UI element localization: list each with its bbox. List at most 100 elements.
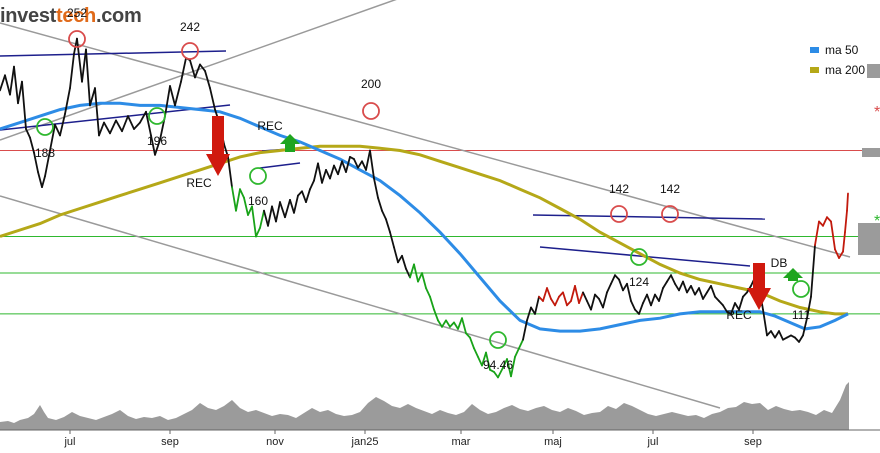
x-tick-label-1: sep	[161, 436, 179, 448]
price-segment	[710, 284, 716, 298]
price-label-9: 124	[629, 275, 649, 289]
price-segment	[301, 190, 307, 204]
chart-labels-group: 252 242 200 142 142 188 196 160 94.46 124 111 REC RE…	[35, 6, 810, 372]
price-segment	[662, 280, 668, 290]
price-segment	[798, 334, 804, 343]
legend-item-ma200: ma 200	[810, 60, 865, 80]
price-segment	[638, 302, 644, 315]
logo-part-com: .com	[95, 5, 142, 27]
price-segment	[425, 287, 431, 298]
price-segment	[9, 65, 15, 96]
price-segment	[674, 282, 680, 292]
price-segment	[614, 274, 620, 281]
price-segment	[29, 136, 35, 154]
chart-legend: ma 50 ma 200	[810, 40, 865, 80]
price-segment	[606, 282, 612, 294]
price-segment	[830, 220, 836, 251]
price-segment	[742, 291, 748, 298]
price-label-3: 142	[609, 182, 629, 196]
price-segment	[826, 216, 832, 223]
price-segment	[357, 160, 363, 169]
price-segment	[453, 321, 459, 330]
price-segment	[738, 295, 744, 311]
price-segment	[441, 319, 447, 328]
price-segment	[81, 48, 87, 83]
price-segment	[485, 351, 491, 371]
price-segment	[610, 274, 616, 285]
price-segment	[405, 267, 411, 279]
price-segment	[325, 168, 331, 180]
price-segment	[550, 297, 556, 307]
price-segment	[275, 201, 281, 223]
price-segment	[834, 248, 840, 259]
price-segment	[89, 87, 96, 107]
support-star: *	[874, 213, 880, 230]
volume-area	[0, 382, 849, 430]
price-segment	[109, 119, 117, 135]
price-segment	[570, 284, 576, 302]
channel-upper-long	[0, 0, 397, 141]
price-segment	[554, 295, 560, 307]
price-segment	[670, 274, 676, 285]
price-segment	[578, 291, 584, 305]
price-segment	[814, 220, 820, 247]
price-segment	[204, 70, 211, 89]
price-segment	[702, 291, 708, 300]
x-tick-label-4: mar	[452, 436, 471, 448]
x-axis-group: jul sep nov jan25 mar maj jul sep	[0, 429, 880, 448]
price-segment	[481, 351, 487, 367]
extreme-circle-3	[610, 205, 628, 223]
price-segment	[33, 151, 39, 173]
legend-item-ma50: ma 50	[810, 40, 865, 60]
signal-label-0: REC	[186, 176, 212, 190]
price-segment	[497, 366, 504, 379]
price-segment	[267, 205, 273, 227]
extreme-circle-4	[661, 205, 679, 223]
sell-arrow-1	[206, 116, 230, 176]
x-tick-label-7: sep	[744, 436, 762, 448]
price-segment	[574, 284, 580, 305]
price-segment	[251, 205, 257, 238]
price-segment	[154, 138, 161, 156]
price-segment	[150, 134, 156, 156]
rect-bottom-line	[259, 162, 301, 169]
price-segment	[690, 284, 696, 296]
price-segment	[766, 330, 772, 337]
price-segment	[506, 358, 512, 378]
price-segment	[762, 308, 768, 337]
price-segment	[778, 330, 784, 341]
ma200-line	[0, 144, 848, 316]
price-segment	[706, 284, 712, 294]
price-segment	[437, 319, 443, 328]
price-segment	[457, 317, 463, 330]
price-segment	[698, 287, 704, 300]
price-segment	[734, 302, 740, 311]
resistance-star: *	[874, 104, 880, 121]
price-label-4: 142	[660, 182, 680, 196]
price-segment	[678, 280, 684, 292]
price-segment	[235, 188, 241, 212]
price-segment	[522, 319, 528, 341]
price-segment	[41, 175, 46, 189]
price-segment	[618, 278, 624, 292]
price-segment	[369, 149, 375, 180]
extreme-circle-6	[148, 107, 166, 125]
price-segment	[174, 80, 182, 107]
trend-lines-group	[0, 0, 851, 409]
price-segment	[94, 87, 100, 137]
extreme-circle-1	[181, 42, 199, 60]
price-segment	[305, 188, 311, 204]
investtech-logo: investtech.com	[0, 5, 142, 28]
price-segment	[189, 59, 196, 79]
x-tick-label-3: jan25	[351, 436, 379, 448]
price-segment	[54, 123, 61, 137]
price-segment	[289, 198, 295, 214]
channel-lower-line	[0, 195, 721, 409]
signal-label-1: REC	[257, 119, 283, 133]
price-segment	[546, 287, 552, 300]
price-segment	[85, 48, 91, 107]
price-segment	[810, 244, 816, 298]
price-segment	[309, 179, 315, 191]
price-segment	[526, 306, 532, 322]
price-segment	[21, 80, 27, 130]
